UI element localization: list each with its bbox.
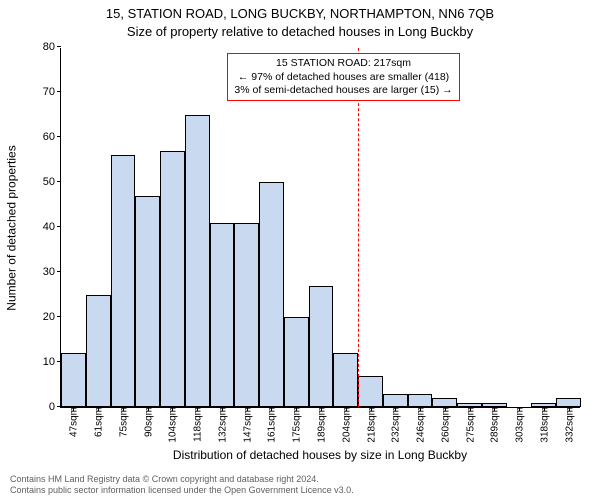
- x-tick-label: 218sqm: [364, 407, 377, 443]
- x-tick-label: 132sqm: [215, 407, 228, 443]
- y-tick-mark: [57, 181, 61, 182]
- bar: [185, 115, 210, 408]
- chart-container: 15, STATION ROAD, LONG BUCKBY, NORTHAMPT…: [0, 0, 600, 500]
- bar: [86, 295, 111, 408]
- bar: [234, 223, 259, 408]
- y-tick-mark: [57, 46, 61, 47]
- x-tick-label: 75sqm: [116, 407, 129, 437]
- y-tick-label: 70: [43, 86, 61, 98]
- x-tick-label: 118sqm: [191, 407, 204, 442]
- y-tick-label: 40: [43, 221, 61, 233]
- x-tick-label: 104sqm: [166, 407, 179, 443]
- y-tick-mark: [57, 406, 61, 407]
- y-tick-mark: [57, 271, 61, 272]
- x-tick-label: 161sqm: [265, 407, 278, 443]
- x-tick-label: 61sqm: [92, 407, 105, 437]
- x-tick-label: 47sqm: [67, 407, 80, 437]
- bar: [135, 196, 160, 408]
- bar: [556, 398, 581, 407]
- annotation-box: 15 STATION ROAD: 217sqm← 97% of detached…: [227, 53, 459, 100]
- x-tick-label: 90sqm: [141, 407, 154, 437]
- plot-area: 15 STATION ROAD: 217sqm← 97% of detached…: [60, 48, 580, 408]
- bar: [259, 182, 284, 407]
- x-tick-label: 232sqm: [389, 407, 402, 443]
- bar: [383, 394, 408, 408]
- y-tick-mark: [57, 316, 61, 317]
- footer-attribution: Contains HM Land Registry data © Crown c…: [10, 474, 354, 496]
- x-tick-label: 289sqm: [488, 407, 501, 443]
- x-tick-label: 303sqm: [513, 407, 526, 443]
- x-axis-label: Distribution of detached houses by size …: [60, 448, 580, 462]
- y-tick-mark: [57, 136, 61, 137]
- x-tick-label: 246sqm: [414, 407, 427, 443]
- bar: [210, 223, 235, 408]
- x-tick-label: 189sqm: [315, 407, 328, 443]
- x-tick-label: 175sqm: [290, 407, 303, 443]
- y-tick-mark: [57, 91, 61, 92]
- y-tick-mark: [57, 226, 61, 227]
- bar: [284, 317, 309, 407]
- bar: [111, 155, 136, 407]
- x-tick-label: 147sqm: [240, 407, 253, 443]
- bar: [309, 286, 334, 408]
- bar: [333, 353, 358, 407]
- chart-title-sub: Size of property relative to detached ho…: [0, 24, 600, 39]
- bar: [160, 151, 185, 408]
- x-tick-label: 204sqm: [339, 407, 352, 443]
- annotation-line: ← 97% of detached houses are smaller (41…: [234, 71, 452, 84]
- y-tick-label: 30: [43, 266, 61, 278]
- y-tick-label: 50: [43, 176, 61, 188]
- y-tick-mark: [57, 361, 61, 362]
- footer-line-1: Contains HM Land Registry data © Crown c…: [10, 474, 354, 485]
- footer-line-2: Contains public sector information licen…: [10, 485, 354, 496]
- x-tick-label: 275sqm: [463, 407, 476, 443]
- reference-line: [358, 48, 359, 407]
- annotation-line: 3% of semi-detached houses are larger (1…: [234, 84, 452, 97]
- y-tick-label: 20: [43, 311, 61, 323]
- bar: [358, 376, 383, 408]
- bar: [408, 394, 433, 408]
- chart-title-main: 15, STATION ROAD, LONG BUCKBY, NORTHAMPT…: [0, 6, 600, 21]
- y-axis-label: Number of detached properties: [4, 48, 20, 408]
- bar: [61, 353, 86, 407]
- x-tick-label: 260sqm: [438, 407, 451, 443]
- bars-group: [61, 48, 580, 407]
- y-tick-label: 80: [43, 41, 61, 53]
- y-tick-label: 60: [43, 131, 61, 143]
- x-tick-label: 318sqm: [537, 407, 550, 443]
- y-tick-label: 0: [49, 401, 61, 413]
- y-tick-label: 10: [43, 356, 61, 368]
- bar: [432, 398, 457, 407]
- x-tick-label: 332sqm: [562, 407, 575, 443]
- annotation-line: 15 STATION ROAD: 217sqm: [234, 57, 452, 70]
